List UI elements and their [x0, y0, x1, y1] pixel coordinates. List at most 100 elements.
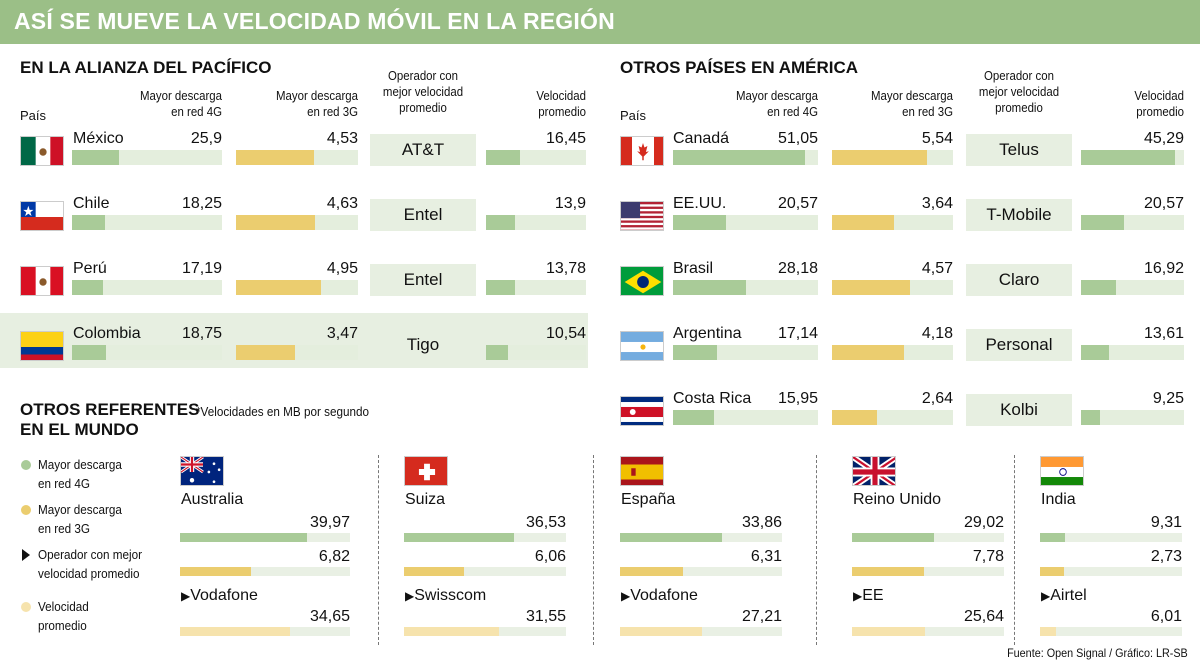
- bar-3g: [236, 215, 315, 230]
- legend-dot: [21, 505, 31, 515]
- operator-label: ▶Vodafone: [621, 587, 698, 604]
- operator-box: Entel: [370, 264, 476, 296]
- value-3g: 3,64: [921, 195, 953, 212]
- value-velocidad: 20,57: [1143, 195, 1184, 212]
- bar-3g: [236, 345, 295, 360]
- value-velocidad: 10,54: [545, 325, 586, 342]
- legend-label: Operador con mejor velocidad promedio: [38, 547, 143, 581]
- argentina-flag: [620, 331, 664, 361]
- bar-3g: [852, 567, 924, 576]
- divider: [816, 455, 817, 645]
- divider: [593, 455, 594, 645]
- country-name: Brasil: [673, 260, 714, 277]
- country-name: Argentina: [673, 325, 742, 342]
- bar-4g: [72, 345, 106, 360]
- costa-rica-flag: [620, 396, 664, 426]
- bar-velocidad: [1081, 150, 1175, 165]
- operator-box: AT&T: [370, 134, 476, 166]
- bar-4g: [673, 215, 726, 230]
- legend-dot: [21, 602, 31, 612]
- value-velocidad: 16,92: [1143, 260, 1184, 277]
- bar-velocidad: [404, 627, 499, 636]
- country-name: España: [621, 491, 676, 508]
- peru-flag: [20, 266, 64, 296]
- bar-3g: [832, 280, 910, 295]
- value-velocidad: 27,21: [741, 608, 782, 625]
- column-header-velocidad: Velocidad promedio: [536, 88, 586, 119]
- operator-box: Kolbi: [966, 394, 1072, 426]
- value-3g: 4,95: [326, 260, 358, 277]
- bar-3g: [404, 567, 464, 576]
- track-3g: [1040, 567, 1182, 576]
- column-header-velocidad: Velocidad promedio: [1134, 88, 1184, 119]
- value-4g: 18,75: [181, 325, 222, 342]
- track-velocidad: [1081, 410, 1184, 425]
- bar-3g: [832, 410, 877, 425]
- track-velocidad: [486, 345, 586, 360]
- track-3g: [404, 567, 566, 576]
- bar-4g: [72, 150, 119, 165]
- value-3g: 3,47: [326, 325, 358, 342]
- value-4g: 39,97: [309, 514, 350, 531]
- country-name: India: [1041, 491, 1076, 508]
- bar-4g: [404, 533, 514, 542]
- bar-velocidad: [1081, 215, 1124, 230]
- value-4g: 18,25: [181, 195, 222, 212]
- bar-4g: [1040, 533, 1065, 542]
- operator-box: Personal: [966, 329, 1072, 361]
- operator-box: Telus: [966, 134, 1072, 166]
- value-4g: 33,86: [741, 514, 782, 531]
- bar-velocidad: [180, 627, 290, 636]
- value-velocidad: 25,64: [963, 608, 1004, 625]
- value-velocidad: 16,45: [545, 130, 586, 147]
- country-name: Canadá: [673, 130, 730, 147]
- value-3g: 4,18: [921, 325, 953, 342]
- usa-flag: [620, 201, 664, 231]
- operator-name: Airtel: [1050, 587, 1087, 604]
- operator-box: T-Mobile: [966, 199, 1072, 231]
- operator-name: Vodafone: [630, 587, 698, 604]
- bar-velocidad: [486, 150, 520, 165]
- brazil-flag: [620, 266, 664, 296]
- bar-4g: [620, 533, 722, 542]
- bar-4g: [72, 280, 103, 295]
- operator-name: Vodafone: [190, 587, 258, 604]
- chile-flag: [20, 201, 64, 231]
- country-name: Reino Unido: [853, 491, 942, 508]
- operator-label: ▶EE: [853, 587, 884, 604]
- page-title: ASÍ SE MUEVE LA VELOCIDAD MÓVIL EN LA RE…: [14, 8, 615, 34]
- value-velocidad: 6,01: [1150, 608, 1182, 625]
- bar-3g: [180, 567, 251, 576]
- value-velocidad: 13,78: [545, 260, 586, 277]
- value-velocidad: 13,61: [1143, 325, 1184, 342]
- bar-velocidad: [620, 627, 702, 636]
- canada-flag: [620, 136, 664, 166]
- column-header-operador: Operador con mejor velocidad promedio: [382, 68, 464, 115]
- operator-name: Swisscom: [414, 587, 487, 604]
- legend-dot: [21, 460, 31, 470]
- bar-3g: [620, 567, 683, 576]
- operator-name: EE: [862, 587, 884, 604]
- legend-label: Mayor descarga en red 4G: [38, 457, 122, 491]
- value-velocidad: 9,25: [1152, 390, 1184, 407]
- column-header-pais: País: [620, 108, 647, 123]
- value-velocidad: 45,29: [1143, 130, 1184, 147]
- bar-4g: [673, 150, 805, 165]
- colombia-flag: [20, 331, 64, 361]
- column-header-pais: País: [20, 108, 47, 123]
- bar-3g: [236, 280, 321, 295]
- units-note: *Velocidades en MB por segundo: [196, 404, 370, 419]
- bar-3g: [832, 215, 894, 230]
- section-title-line2: EN EL MUNDO: [20, 420, 139, 439]
- section-title: EN LA ALIANZA DEL PACÍFICO: [20, 58, 272, 77]
- mexico-flag: [20, 136, 64, 166]
- track-velocidad: [1040, 627, 1182, 636]
- section-title: OTROS REFERENTES: [20, 400, 200, 419]
- country-name: Chile: [73, 195, 110, 212]
- operator-label: ▶Swisscom: [405, 587, 487, 604]
- value-4g: 28,18: [777, 260, 818, 277]
- value-3g: 7,78: [972, 548, 1004, 565]
- value-4g: 20,57: [777, 195, 818, 212]
- country-name: Suiza: [405, 491, 446, 508]
- column-header-3g: Mayor descarga en red 3G: [275, 88, 358, 119]
